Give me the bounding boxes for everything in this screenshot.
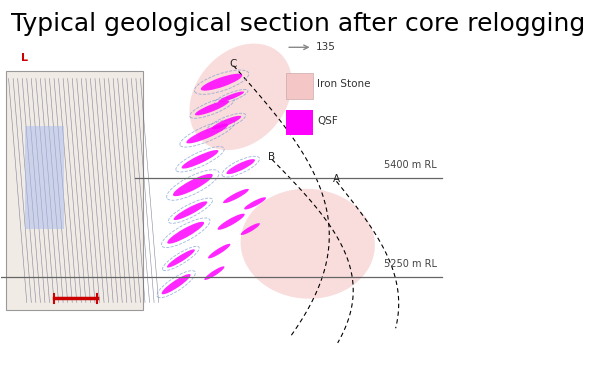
Text: 135: 135	[316, 42, 336, 52]
Ellipse shape	[161, 274, 191, 294]
Ellipse shape	[218, 213, 245, 230]
Ellipse shape	[208, 244, 230, 258]
Bar	[286, 73, 313, 99]
Text: Iron Stone: Iron Stone	[317, 79, 371, 89]
Bar	[6, 71, 143, 310]
Text: C: C	[230, 59, 237, 69]
Ellipse shape	[244, 197, 266, 209]
Ellipse shape	[195, 100, 229, 115]
Ellipse shape	[190, 44, 292, 150]
Ellipse shape	[218, 91, 244, 102]
Ellipse shape	[182, 150, 218, 169]
Text: 5400 m RL: 5400 m RL	[384, 160, 437, 170]
Ellipse shape	[226, 159, 255, 174]
Ellipse shape	[173, 201, 208, 220]
Ellipse shape	[204, 266, 224, 280]
Ellipse shape	[223, 189, 249, 203]
Ellipse shape	[212, 116, 241, 129]
Ellipse shape	[187, 124, 228, 144]
Ellipse shape	[167, 222, 204, 244]
Ellipse shape	[201, 74, 242, 91]
Ellipse shape	[173, 174, 213, 196]
Text: B: B	[268, 152, 275, 162]
Bar	[286, 110, 313, 135]
Text: L: L	[21, 53, 28, 63]
Text: A: A	[333, 175, 340, 185]
Text: QSF: QSF	[317, 116, 338, 126]
Text: 5250 m RL: 5250 m RL	[384, 259, 437, 269]
Ellipse shape	[167, 249, 195, 268]
Ellipse shape	[241, 189, 375, 299]
Text: Typical geological section after core relogging: Typical geological section after core re…	[11, 13, 585, 36]
Bar	[25, 126, 64, 229]
Ellipse shape	[241, 223, 260, 235]
